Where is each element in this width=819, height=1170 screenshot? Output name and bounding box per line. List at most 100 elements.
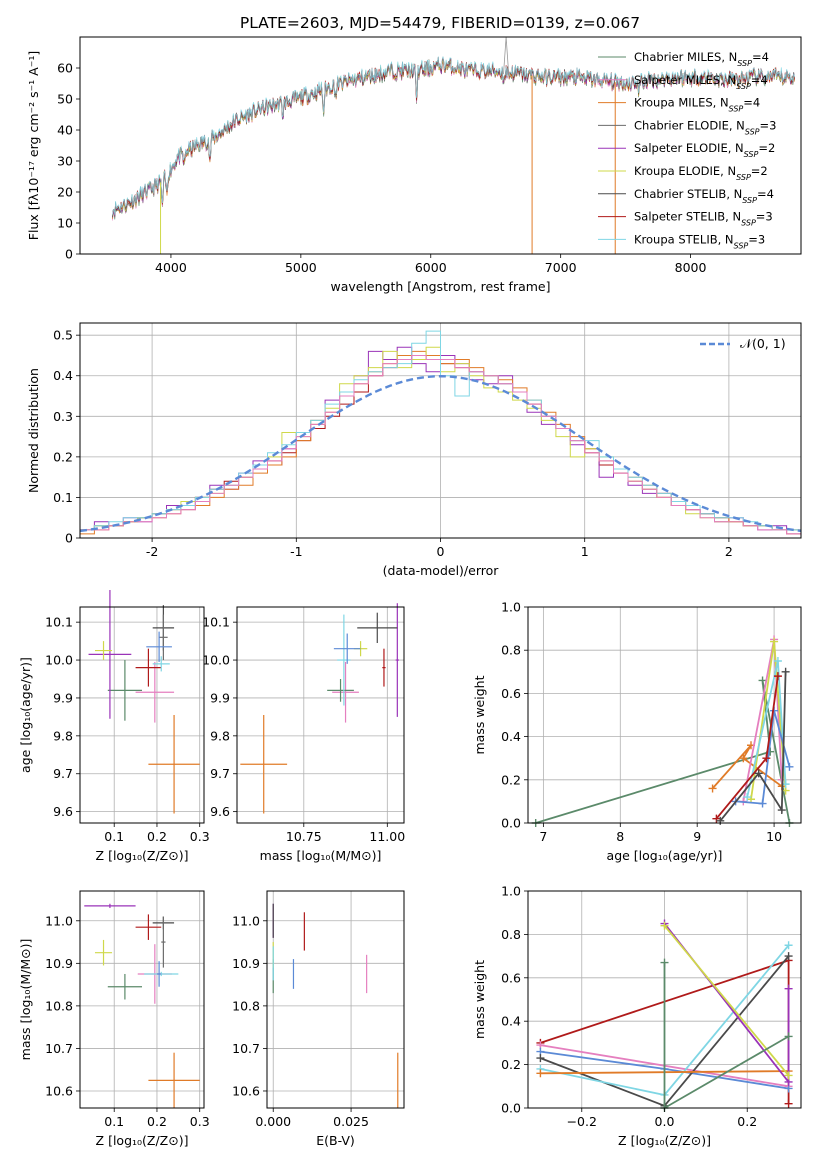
legend-label: Chabrier STELIB, NSSP=4 xyxy=(634,187,774,205)
y-tick-label: 0.4 xyxy=(501,729,521,744)
x-tick-label: -2 xyxy=(146,544,158,559)
y-tick-label: 30 xyxy=(57,154,73,169)
y-tick-label: 10.6 xyxy=(45,1083,73,1098)
y-tick-label: 9.7 xyxy=(210,766,230,781)
x-tick-label: 6000 xyxy=(415,260,447,275)
x-axis-label: (data-model)/error xyxy=(383,563,500,578)
legend-label: Chabrier MILES, NSSP=4 xyxy=(634,50,769,68)
y-tick-label: 0.2 xyxy=(501,772,521,787)
legend-label: Salpeter STELIB, NSSP=3 xyxy=(634,210,773,228)
y-tick-label: 10.9 xyxy=(45,956,73,971)
y-tick-label: 10.1 xyxy=(202,615,230,630)
y-tick-label: 9.9 xyxy=(53,690,73,705)
series-marker xyxy=(754,769,763,778)
series-marker xyxy=(660,921,669,930)
y-tick-label: 11.0 xyxy=(232,913,260,928)
y-tick-label: 0.0 xyxy=(501,816,521,831)
x-axis-label: wavelength [Angstrom, rest frame] xyxy=(330,279,550,294)
plot-area-weight_vs_age xyxy=(531,635,794,827)
spectrum-spike xyxy=(503,37,510,75)
axes-weight_vs_age: 7 8 9 10 0.0 0.2 0.4 0.6 0.8 1.0 age [log₁₀(age/yr… xyxy=(472,600,802,863)
plots-layer: 4000 5000 6000 7000 80000102030405060wavelen… xyxy=(18,36,802,1148)
y-tick-label: 0.1 xyxy=(53,490,73,505)
x-tick-label: 7000 xyxy=(545,260,577,275)
x-tick-label: 0 xyxy=(437,544,445,559)
y-tick-label: 10.7 xyxy=(232,1041,260,1056)
axes-frame xyxy=(236,606,405,824)
x-tick-label: 0.2 xyxy=(147,1114,167,1129)
series-marker xyxy=(773,657,782,665)
series-marker xyxy=(708,784,717,793)
y-tick-label: 9.8 xyxy=(53,728,73,743)
y-tick-label: 20 xyxy=(57,185,73,200)
x-tick-label: 7 xyxy=(539,829,547,844)
x-tick-label: 0.3 xyxy=(190,1114,210,1129)
x-tick-label: 8 xyxy=(616,829,624,844)
y-tick-label: 9.9 xyxy=(210,690,230,705)
plot-area-spectrum xyxy=(112,37,795,254)
x-axis-label: Z [log₁₀(Z/Z⊙)] xyxy=(618,1133,711,1148)
axes-weight_vs_Z: −0.2 0.0 0.2 0.0 0.2 0.4 0.6 0.8 1.0 Z [log₁₀(Z/Z… xyxy=(472,884,802,1148)
legend: Chabrier MILES, NSSP=4 Salpeter MILES, NS… xyxy=(598,50,776,250)
histogram-step xyxy=(79,330,801,538)
y-tick-label: 50 xyxy=(57,92,73,107)
series-marker xyxy=(758,676,767,685)
series-line xyxy=(663,925,790,1077)
plot-area-age_vs_mass xyxy=(240,603,399,814)
x-tick-label: 0.3 xyxy=(190,829,210,844)
normal-curve xyxy=(79,374,802,533)
y-axis-label: Flux [fλ10⁻¹⁷ erg cm⁻² s⁻¹ A⁻¹] xyxy=(26,51,41,240)
series-marker xyxy=(773,672,782,681)
series-marker xyxy=(660,958,669,967)
y-tick-label: 9.6 xyxy=(53,804,73,819)
legend-label: Kroupa ELODIE, NSSP=2 xyxy=(634,164,768,182)
axes-frame xyxy=(79,36,802,255)
axes-frame xyxy=(79,322,802,539)
legend-label: Salpeter ELODIE, NSSP=2 xyxy=(634,141,775,159)
axes-mass_vs_Z: 0.1 0.2 0.3 10.6 10.7 10.8 10.9 11.0 Z [log₁₀(Z/… xyxy=(18,890,210,1148)
series-marker xyxy=(743,793,752,802)
series-marker xyxy=(777,806,786,815)
series-marker xyxy=(781,667,790,676)
x-tick-label: 5000 xyxy=(285,260,317,275)
x-tick-label: 1 xyxy=(581,544,589,559)
series-marker xyxy=(784,1099,793,1108)
y-tick-label: 10.0 xyxy=(45,653,73,668)
axes-frame xyxy=(527,606,802,824)
axes-spectrum: 4000 5000 6000 7000 8000 0 10 20 30 40 50 60 wavelen… xyxy=(26,36,802,294)
y-tick-label: 0.4 xyxy=(53,368,73,383)
x-tick-label: 0.025 xyxy=(333,1114,369,1129)
figure-title: PLATE=2603, MJD=54479, FIBERID=0139, z=0… xyxy=(240,14,640,32)
x-tick-label: -1 xyxy=(290,544,302,559)
y-tick-label: 9.6 xyxy=(210,804,230,819)
y-tick-label: 0 xyxy=(65,531,73,546)
series-marker xyxy=(785,762,794,771)
y-tick-label: 0.6 xyxy=(501,970,521,985)
y-tick-label: 10.7 xyxy=(45,1041,73,1056)
y-tick-label: 10.1 xyxy=(45,615,73,630)
plot-area-age_vs_Z xyxy=(88,589,200,814)
x-tick-label: 0.1 xyxy=(104,829,124,844)
y-tick-label: 11.0 xyxy=(45,913,73,928)
x-tick-label: −0.2 xyxy=(567,1114,597,1129)
axes-frame xyxy=(527,890,802,1109)
series-marker xyxy=(536,1054,545,1063)
y-tick-label: 0.8 xyxy=(501,643,521,658)
x-tick-label: 11.00 xyxy=(369,829,405,844)
y-axis-label: Normed distribution xyxy=(26,368,41,493)
y-tick-label: 10.8 xyxy=(232,998,260,1013)
y-tick-label: 9.8 xyxy=(210,728,230,743)
histogram-step xyxy=(79,355,801,538)
x-tick-label: 0.1 xyxy=(104,1114,124,1129)
y-tick-label: 10 xyxy=(57,216,73,231)
y-tick-label: 10.6 xyxy=(232,1083,260,1098)
plot-area-residuals xyxy=(79,330,802,538)
series-marker xyxy=(784,952,793,961)
y-tick-label: 1.0 xyxy=(501,600,521,615)
x-axis-label: E(B-V) xyxy=(316,1133,355,1148)
x-tick-label: 0.2 xyxy=(147,829,167,844)
series-line xyxy=(735,710,791,805)
axes-frame xyxy=(79,890,205,1109)
y-tick-label: 10.8 xyxy=(45,998,73,1013)
